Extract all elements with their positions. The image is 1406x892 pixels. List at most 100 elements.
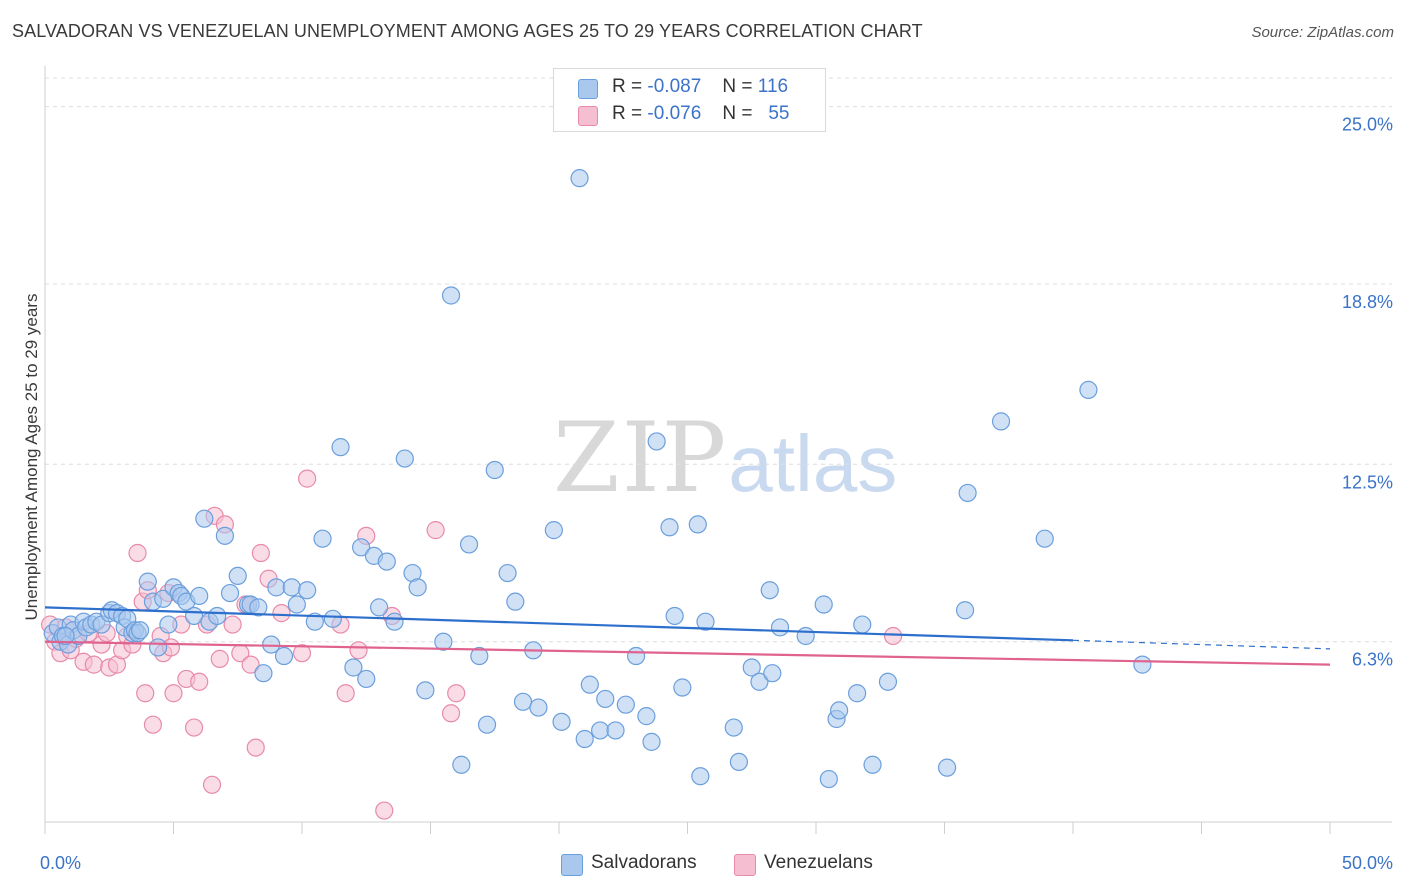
venezuelan-point	[375, 801, 394, 820]
salvadoran-point	[937, 758, 957, 777]
salvadoran-point	[305, 612, 324, 631]
venezuelan-point	[336, 684, 355, 703]
legend-swatch-blue	[578, 79, 598, 99]
salvadoran-point	[313, 529, 332, 548]
salvadoran-point	[1079, 380, 1098, 400]
venezuelan-point	[210, 649, 229, 668]
salvadoran-point	[208, 606, 227, 626]
venezuelan-point	[349, 641, 368, 660]
salvadoran-point	[580, 675, 599, 694]
legend-swatch-blue	[561, 854, 583, 876]
n-value: 116	[757, 76, 789, 97]
venezuelan-point	[246, 738, 265, 757]
salvadoran-point	[408, 578, 427, 597]
legend-text-venezuelans: R = -0.076 N = 55	[612, 103, 789, 125]
salvadoran-point	[287, 595, 306, 614]
salvadoran-point	[691, 767, 710, 786]
salvadoran-point	[819, 769, 838, 789]
salvadoran-point	[958, 483, 977, 503]
salvadoran-point	[688, 515, 707, 534]
r-value: -0.087	[647, 76, 702, 97]
venezuelan-point	[292, 644, 312, 663]
salvadoran-point	[729, 752, 749, 772]
correlation-legend: R = -0.087 N = 116 R = -0.076 N = 55	[553, 68, 826, 132]
watermark-zip: ZIP	[553, 402, 729, 514]
venezuelan-point	[447, 684, 466, 703]
salvadoran-point	[878, 672, 898, 691]
salvadoran-point	[130, 621, 150, 640]
y-axis-label: Unemployment Among Ages 25 to 29 years	[22, 293, 41, 621]
salvadoran-point	[642, 732, 661, 751]
salvadoran-point	[552, 712, 571, 731]
salvadoran-point	[742, 658, 761, 677]
salvadoran-point	[357, 669, 376, 689]
salvadoran-point	[506, 592, 525, 611]
salvadoran-point	[441, 286, 461, 305]
salvadoran-point	[1133, 655, 1152, 674]
salvadoran-point	[352, 538, 371, 557]
venezuelan-point	[128, 543, 147, 563]
salvadoran-point	[377, 552, 396, 571]
venezuelan-point	[251, 543, 270, 563]
venezuelan-point	[136, 684, 155, 703]
salvadoran-point	[665, 606, 684, 626]
grid-lines	[45, 77, 1392, 643]
trend-lines	[44, 606, 1331, 666]
venezuelan-point	[223, 615, 242, 634]
salvadoran-point	[814, 595, 833, 614]
salvadoran-point	[660, 518, 679, 537]
y-tick-label: 6.3%	[1352, 650, 1393, 670]
salvadoran-point	[228, 566, 247, 586]
salvadoran-point	[434, 632, 453, 651]
salvadoran-point	[760, 581, 779, 600]
salvadoran-point	[591, 721, 610, 740]
salvadoran-point	[1035, 529, 1054, 548]
salvadoran-point	[148, 638, 168, 657]
salvadoran-point	[575, 729, 594, 749]
n-value: 55	[768, 103, 790, 124]
data-points	[41, 169, 1152, 820]
salvadoran-trend-extension	[1072, 639, 1331, 650]
salvadoran-point	[616, 695, 635, 714]
salvadoran-point	[763, 664, 782, 683]
salvadoran-point	[991, 412, 1011, 431]
salvadoran-point	[190, 586, 209, 606]
venezuelan-point	[426, 521, 445, 540]
salvadoran-point	[529, 698, 548, 717]
salvadoran-point	[513, 692, 533, 711]
salvadoran-point	[626, 646, 646, 666]
salvadoran-point	[370, 598, 389, 617]
legend-text-salvadorans: R = -0.087 N = 116	[612, 76, 788, 98]
salvadoran-point	[470, 646, 489, 666]
salvadoran-point	[485, 460, 504, 480]
venezuelan-point	[184, 718, 204, 737]
salvadoran-point	[298, 581, 317, 600]
salvadoran-point	[344, 658, 363, 677]
salvadoran-point	[267, 578, 286, 597]
axes	[44, 66, 1392, 834]
salvadoran-point	[863, 755, 882, 774]
salvadoran-point	[647, 432, 666, 451]
salvadoran-point	[385, 612, 404, 631]
r-label: R =	[612, 76, 643, 97]
salvadoran-point	[570, 169, 589, 188]
legend-label-venezuelans: Venezuelans	[764, 852, 873, 873]
salvadoran-point	[696, 612, 715, 631]
salvadoran-point	[331, 438, 350, 457]
salvadoran-point	[282, 578, 301, 597]
salvadoran-point	[853, 615, 872, 634]
salvadoran-point	[606, 721, 625, 740]
salvadoran-point	[498, 563, 517, 583]
venezuelan-point	[272, 604, 291, 623]
venezuelan-point	[241, 655, 260, 674]
salvadoran-point	[477, 715, 497, 734]
salvadoran-point	[830, 701, 849, 720]
venezuelan-trend-line	[44, 640, 1331, 666]
salvadoran-point	[673, 678, 692, 697]
venezuelan-point	[441, 704, 461, 723]
venezuelan-point	[164, 684, 183, 703]
y-tick-label: 12.5%	[1342, 472, 1393, 492]
chart-title: SALVADORAN VS VENEZUELAN UNEMPLOYMENT AM…	[12, 21, 923, 41]
legend-label-salvadorans: Salvadorans	[591, 852, 697, 873]
salvadoran-point	[159, 615, 178, 634]
